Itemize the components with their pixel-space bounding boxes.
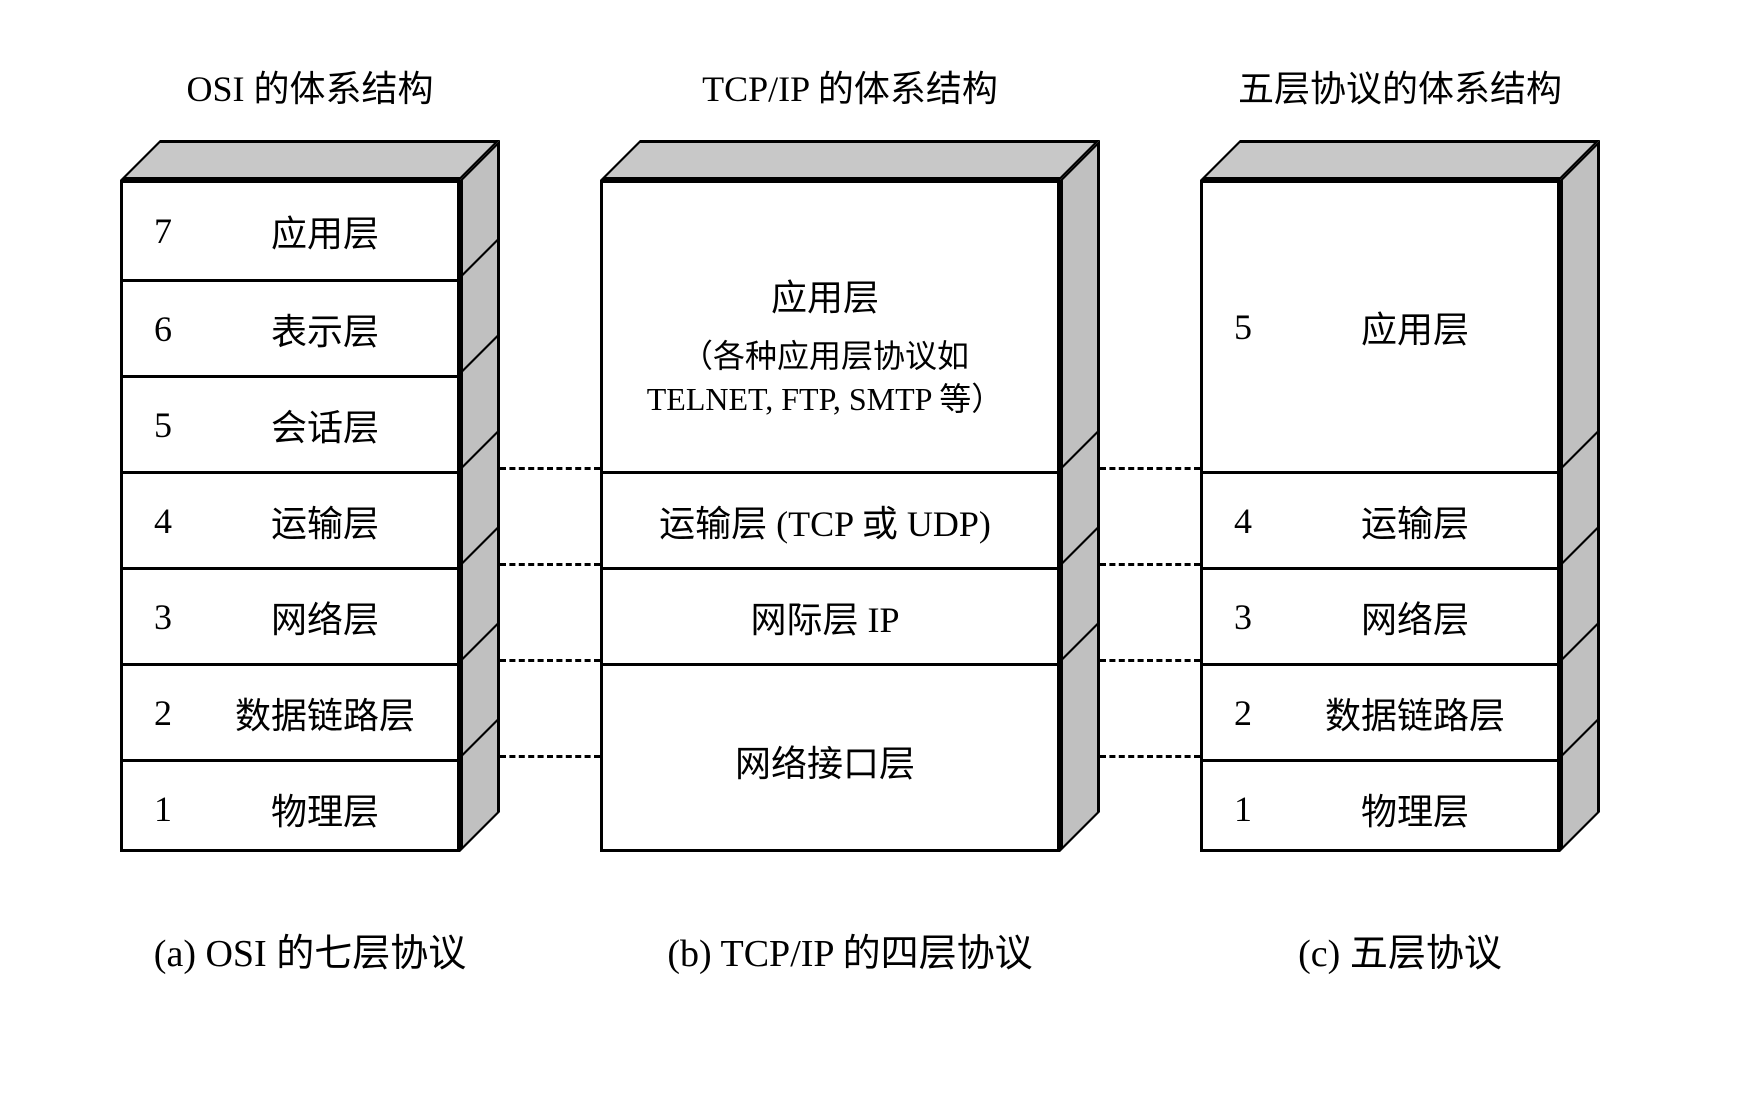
layer-osi-1: 6表示层 bbox=[123, 279, 457, 375]
stack-front-osi: 7应用层6表示层5会话层4运输层3网络层2数据链路层1物理层 bbox=[120, 180, 460, 852]
layer-num: 5 bbox=[1203, 306, 1283, 348]
layer-five-1: 4运输层 bbox=[1203, 471, 1557, 567]
stack-side-tcpip bbox=[1060, 140, 1100, 852]
layer-label: 网络接口层 bbox=[603, 735, 1057, 787]
layer-five-0: 5应用层 bbox=[1203, 183, 1557, 471]
layer-five-3: 2数据链路层 bbox=[1203, 663, 1557, 759]
layer-osi-3: 4运输层 bbox=[123, 471, 457, 567]
layer-label-sub: （各种应用层协议如 TELNET, FTP, SMTP 等） bbox=[603, 335, 1047, 421]
column-title-osi: OSI 的体系结构 bbox=[100, 60, 520, 112]
layer-label: 应用层 bbox=[1283, 301, 1557, 353]
caption-osi: (a) OSI 的七层协议 bbox=[80, 922, 540, 977]
layer-num: 3 bbox=[123, 596, 203, 638]
layer-label: 应用层 bbox=[203, 205, 457, 257]
stack-side-five bbox=[1560, 140, 1600, 852]
layer-label: 物理层 bbox=[203, 783, 457, 835]
layer-tcpip-0: 应用层 （各种应用层协议如 TELNET, FTP, SMTP 等） bbox=[603, 183, 1057, 471]
dashed-connector bbox=[500, 467, 600, 470]
stack-top-five bbox=[1200, 140, 1600, 180]
layer-label: 网络层 bbox=[1283, 591, 1557, 643]
layer-label: 网络层 bbox=[203, 591, 457, 643]
layer-num: 7 bbox=[123, 210, 203, 252]
layer-num: 2 bbox=[1203, 692, 1283, 734]
layer-label: 会话层 bbox=[203, 399, 457, 451]
layer-label: 运输层 bbox=[203, 495, 457, 547]
layer-osi-6: 1物理层 bbox=[123, 759, 457, 855]
layer-label: 物理层 bbox=[1283, 783, 1557, 835]
layer-tcpip-2: 网际层 IP bbox=[603, 567, 1057, 663]
diagram-canvas: OSI 的体系结构TCP/IP 的体系结构五层协议的体系结构7应用层6表示层5会… bbox=[0, 0, 1754, 1118]
layer-osi-0: 7应用层 bbox=[123, 183, 457, 279]
column-title-tcpip: TCP/IP 的体系结构 bbox=[580, 60, 1120, 112]
dashed-connector bbox=[500, 659, 600, 662]
dashed-connector bbox=[500, 563, 600, 566]
layer-label: 数据链路层 bbox=[203, 687, 457, 739]
layer-osi-4: 3网络层 bbox=[123, 567, 457, 663]
layer-osi-5: 2数据链路层 bbox=[123, 663, 457, 759]
layer-five-2: 3网络层 bbox=[1203, 567, 1557, 663]
layer-num: 1 bbox=[1203, 788, 1283, 830]
layer-num: 6 bbox=[123, 308, 203, 350]
layer-label: 应用层 （各种应用层协议如 TELNET, FTP, SMTP 等） bbox=[603, 233, 1057, 421]
dashed-connector bbox=[1100, 755, 1200, 758]
layer-num: 1 bbox=[123, 788, 203, 830]
layer-label: 表示层 bbox=[203, 303, 457, 355]
layer-label: 数据链路层 bbox=[1283, 687, 1557, 739]
layer-label-main: 应用层 bbox=[603, 269, 1047, 321]
layer-five-4: 1物理层 bbox=[1203, 759, 1557, 855]
column-title-five: 五层协议的体系结构 bbox=[1180, 60, 1620, 112]
layer-num: 5 bbox=[123, 404, 203, 446]
dashed-connector bbox=[500, 755, 600, 758]
layer-num: 3 bbox=[1203, 596, 1283, 638]
layer-osi-2: 5会话层 bbox=[123, 375, 457, 471]
stack-front-tcpip: 应用层 （各种应用层协议如 TELNET, FTP, SMTP 等） 运输层 (TC… bbox=[600, 180, 1060, 852]
layer-num: 4 bbox=[1203, 500, 1283, 542]
layer-label: 网际层 IP bbox=[603, 591, 1057, 643]
caption-five: (c) 五层协议 bbox=[1160, 922, 1640, 977]
layer-num: 2 bbox=[123, 692, 203, 734]
dashed-connector bbox=[1100, 467, 1200, 470]
layer-label: 运输层 (TCP 或 UDP) bbox=[603, 495, 1057, 547]
layer-label: 运输层 bbox=[1283, 495, 1557, 547]
stack-top-osi bbox=[120, 140, 500, 180]
stack-side-osi bbox=[460, 140, 500, 852]
layer-tcpip-3: 网络接口层 bbox=[603, 663, 1057, 855]
layer-num: 4 bbox=[123, 500, 203, 542]
caption-tcpip: (b) TCP/IP 的四层协议 bbox=[560, 922, 1140, 977]
stack-front-five: 5应用层4运输层3网络层2数据链路层1物理层 bbox=[1200, 180, 1560, 852]
dashed-connector bbox=[1100, 563, 1200, 566]
stack-top-tcpip bbox=[600, 140, 1100, 180]
layer-tcpip-1: 运输层 (TCP 或 UDP) bbox=[603, 471, 1057, 567]
dashed-connector bbox=[1100, 659, 1200, 662]
